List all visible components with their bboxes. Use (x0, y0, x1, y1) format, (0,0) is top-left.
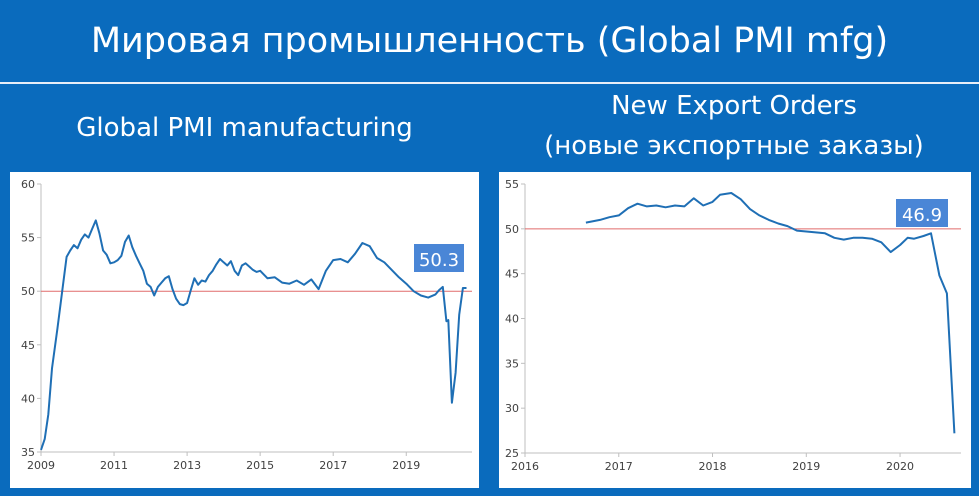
right-value-badge-label: 46.9 (902, 205, 942, 226)
left-x-tick-label: 2013 (173, 459, 201, 472)
left-y-tick-label: 40 (21, 392, 35, 405)
page-title-text: Мировая промышленность (Global PMI mfg) (90, 21, 889, 61)
right-chart-panel: 25 30 35 40 45 50 55 2016 2017 2018 2019 2020 46.9 (499, 172, 971, 488)
right-series-line (585, 192, 956, 434)
left-value-badge-label: 50.3 (419, 250, 459, 271)
right-subtitle-line2: (новые экспортные заказы) (544, 131, 924, 161)
right-x-tick-label: 2017 (605, 460, 633, 473)
left-y-tick-label: 60 (21, 178, 35, 191)
header-divider (0, 82, 979, 84)
left-x-tick-label: 2009 (27, 459, 55, 472)
right-x-tick-label: 2019 (792, 460, 820, 473)
right-y-tick-label: 40 (505, 313, 519, 326)
right-y-tick-label: 50 (505, 223, 519, 236)
left-chart: 35 40 45 50 55 60 2009 2011 2013 2015 2017 2019 50.3 (21, 178, 472, 472)
right-x-tick-label: 2018 (699, 460, 727, 473)
left-y-tick-label: 45 (21, 339, 35, 352)
right-x-tick-label: 2020 (886, 460, 914, 473)
right-y-tick-label: 30 (505, 402, 519, 415)
left-series-line (40, 219, 467, 451)
page-title: Мировая промышленность (Global PMI mfg) (0, 0, 979, 82)
right-x-tick-label: 2016 (511, 460, 539, 473)
left-subtitle: Global PMI manufacturing (0, 108, 489, 148)
left-subtitle-text: Global PMI manufacturing (76, 113, 413, 143)
right-y-tick-label: 55 (505, 178, 519, 191)
right-subtitle: New Export Orders (новые экспортные зака… (489, 86, 979, 166)
left-value-badge (414, 244, 464, 272)
left-x-tick-label: 2017 (319, 459, 347, 472)
right-value-badge (896, 199, 948, 227)
right-subtitle-line1: New Export Orders (611, 91, 857, 121)
left-x-tick-label: 2015 (246, 459, 274, 472)
left-y-tick-label: 55 (21, 232, 35, 245)
right-y-tick-label: 45 (505, 268, 519, 281)
right-y-tick-label: 25 (505, 447, 519, 460)
right-y-tick-label: 35 (505, 357, 519, 370)
left-x-tick-label: 2011 (100, 459, 128, 472)
left-y-tick-label: 50 (21, 285, 35, 298)
left-y-tick-label: 35 (21, 446, 35, 459)
right-chart: 25 30 35 40 45 50 55 2016 2017 2018 2019 2020 46.9 (505, 178, 961, 473)
left-x-tick-label: 2019 (392, 459, 420, 472)
left-chart-panel: 35 40 45 50 55 60 2009 2011 2013 2015 2017 2019 50.3 (10, 172, 479, 488)
